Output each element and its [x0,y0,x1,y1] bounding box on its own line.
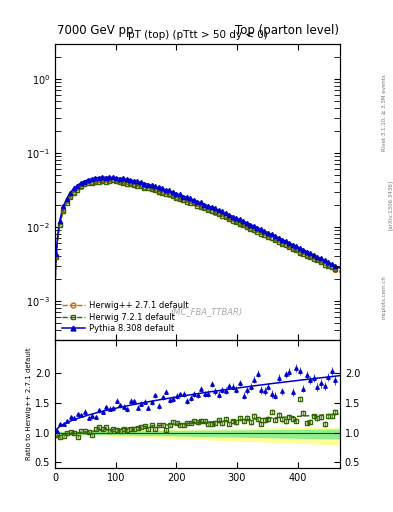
Text: [arXiv:1306.3436]: [arXiv:1306.3436] [388,180,393,230]
Title: pT (top) (pTtt > 50 dy < 0): pT (top) (pTtt > 50 dy < 0) [128,30,267,40]
Text: Top (parton level): Top (parton level) [235,24,339,37]
Y-axis label: Ratio to Herwig++ 2.7.1 default: Ratio to Herwig++ 2.7.1 default [26,348,32,460]
Text: Rivet 3.1.10, ≥ 3.3M events: Rivet 3.1.10, ≥ 3.3M events [382,74,387,151]
Text: mcplots.cern.ch: mcplots.cern.ch [382,275,387,319]
Text: 7000 GeV pp: 7000 GeV pp [57,24,134,37]
Legend: Herwig++ 2.7.1 default, Herwig 7.2.1 default, Pythia 8.308 default: Herwig++ 2.7.1 default, Herwig 7.2.1 def… [59,298,191,335]
Text: (MC_FBA_TTBAR): (MC_FBA_TTBAR) [170,307,242,316]
